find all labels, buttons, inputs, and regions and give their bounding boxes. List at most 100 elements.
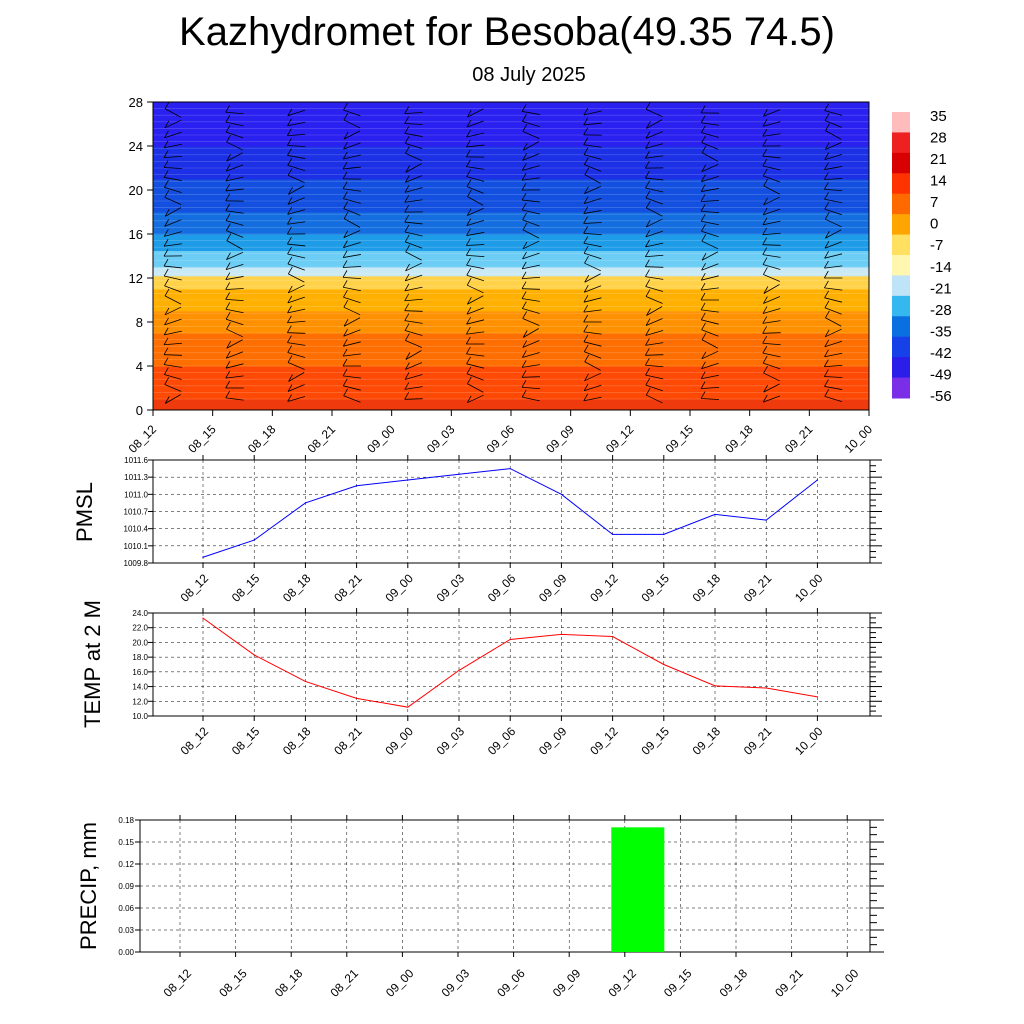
wind-barb — [404, 374, 423, 380]
heatmap-band — [153, 102, 869, 147]
wind-barb — [343, 395, 361, 403]
colorbar-swatch — [892, 193, 910, 215]
pmsl-x-tick-label: 10_00 — [792, 571, 826, 605]
wind-barb-flag — [225, 302, 231, 310]
pmsl-x-tick-label: 09_18 — [690, 571, 724, 605]
wind-barb — [287, 332, 306, 334]
colorbar-label: -35 — [930, 323, 952, 340]
heatmap-band — [153, 146, 869, 180]
wind-barb-flag — [466, 248, 471, 256]
x-tick-label: 09_12 — [603, 422, 637, 456]
wind-barb-flag — [522, 143, 528, 151]
wind-barb-flag — [701, 233, 707, 242]
wind-barb — [164, 295, 182, 305]
wind-barb-flag — [342, 181, 348, 189]
y-tick-label: 16 — [129, 227, 143, 242]
wind-barb — [225, 276, 244, 280]
wind-barb — [522, 252, 540, 260]
wind-barb-flag — [700, 184, 706, 192]
wind-barb — [701, 350, 719, 360]
wind-barb-flag — [164, 278, 169, 287]
wind-barb — [701, 339, 719, 349]
wind-barb-flag — [583, 324, 589, 333]
wind-barb — [343, 329, 361, 337]
wind-barb — [824, 253, 843, 259]
wind-barb-flag — [824, 250, 829, 259]
pmsl-x-tick-label: 08_12 — [178, 571, 212, 605]
temp-y-tick-label: 14.0 — [132, 683, 148, 692]
wind-barb — [583, 122, 602, 126]
wind-barb — [405, 163, 422, 173]
wind-barb-flag — [404, 372, 410, 380]
wind-barb-flag — [466, 218, 472, 226]
wind-barb — [824, 307, 842, 315]
wind-barb — [466, 120, 484, 128]
x-tick-label: 08_18 — [245, 422, 279, 456]
wind-barb-flag — [287, 118, 292, 126]
wind-barb — [466, 274, 485, 282]
wind-barb — [646, 394, 663, 404]
wind-barb-flag — [644, 259, 650, 267]
wind-barb-flag — [521, 104, 527, 112]
wind-barb-flag — [583, 196, 589, 204]
wind-barb-flag — [466, 346, 471, 355]
wind-barb — [225, 176, 244, 182]
wind-barb — [225, 397, 244, 401]
temp-x-tick-label: 09_21 — [741, 724, 775, 758]
wind-barb — [164, 265, 182, 269]
wind-barb-flag — [583, 314, 589, 323]
wind-barb — [225, 121, 244, 127]
wind-barb — [584, 164, 602, 172]
wind-barb — [645, 242, 664, 248]
wind-barb-flag — [583, 383, 589, 391]
wind-barb-flag — [163, 229, 169, 237]
wind-barb-flag — [584, 167, 590, 175]
precip-y-tick-label: 0.18 — [118, 816, 134, 825]
wind-barb-flag — [583, 216, 589, 224]
wind-barb-flag — [762, 207, 768, 216]
wind-barb — [343, 254, 361, 258]
chart-date: 08 July 2025 — [472, 64, 586, 86]
wind-barb-flag — [522, 222, 528, 231]
x-tick-label: 09_18 — [722, 422, 756, 456]
wind-barb — [522, 165, 540, 171]
wind-barb — [824, 110, 843, 116]
heatmap-layers — [153, 102, 869, 410]
wind-barb — [225, 263, 244, 271]
temp-y-tick-label: 16.0 — [132, 668, 148, 677]
wind-barb-flag — [824, 339, 830, 347]
wind-barb — [583, 144, 602, 148]
wind-barb — [288, 185, 305, 195]
wind-barb — [701, 329, 719, 337]
wind-barb-flag — [521, 163, 527, 171]
wind-barb — [405, 241, 423, 249]
wind-barb-flag — [466, 179, 472, 187]
wind-barb-flag — [762, 345, 768, 354]
wind-barb-flag — [287, 345, 293, 353]
wind-barb-flag — [762, 237, 768, 245]
wind-barb-flag — [466, 326, 471, 335]
heatmap-band — [153, 250, 869, 268]
wind-barb — [287, 145, 306, 147]
colorbar-swatch — [892, 295, 910, 317]
wind-barb-flag — [466, 129, 471, 138]
wind-barb-flag — [763, 178, 768, 187]
wind-barb — [343, 166, 361, 170]
wind-barb — [522, 264, 540, 270]
wind-barb — [343, 385, 361, 391]
wind-barb-flag — [404, 392, 410, 400]
wind-barb-flag — [521, 173, 527, 181]
wind-barb — [763, 284, 780, 294]
wind-barb-flag — [763, 384, 768, 393]
wind-barb-flag — [645, 180, 650, 189]
wind-barb — [701, 240, 719, 250]
wind-barb-flag — [824, 290, 829, 299]
wind-barb — [522, 240, 540, 250]
temp-y-tick-label: 10.0 — [132, 712, 148, 721]
wind-barb-flag — [584, 373, 589, 382]
wind-barb — [342, 276, 362, 280]
wind-barb-flag — [583, 246, 589, 254]
wind-barb-flag — [645, 318, 651, 326]
wind-barb — [287, 221, 306, 225]
pmsl-frame — [152, 459, 871, 564]
